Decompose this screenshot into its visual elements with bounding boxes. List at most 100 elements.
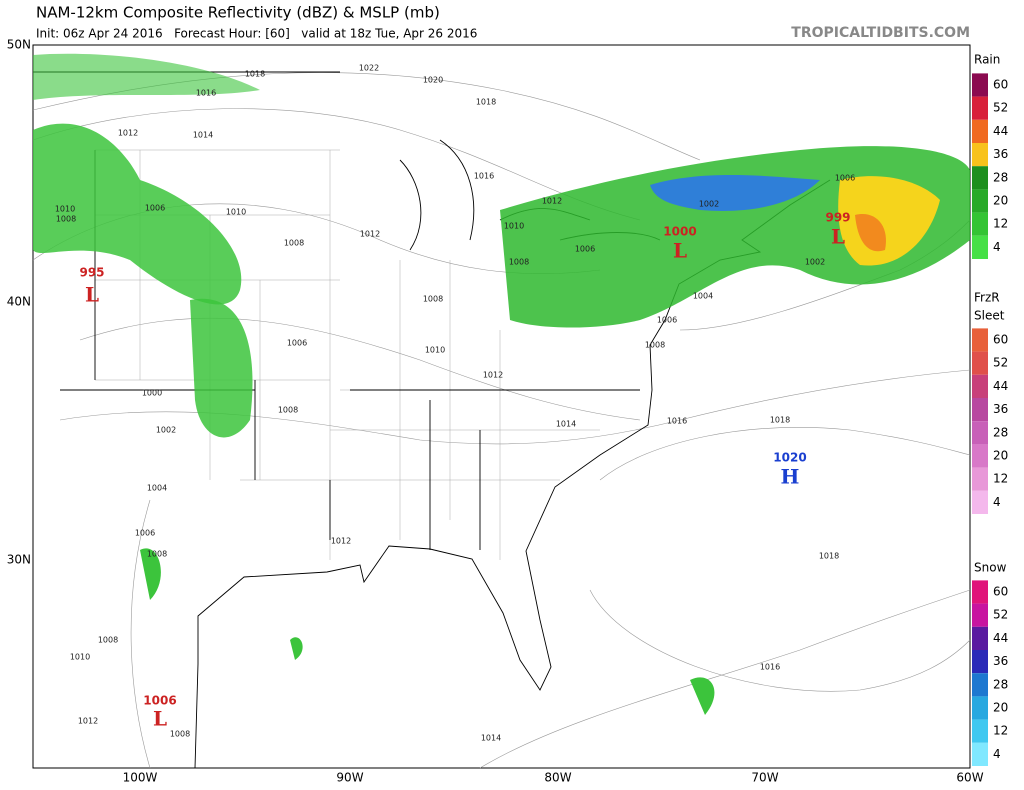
isobar-label: 1002: [699, 200, 719, 209]
isobar-label: 1012: [78, 717, 98, 726]
site: TROPICALTIDBITS.COM: [791, 25, 970, 41]
isobar-label: 1008: [278, 406, 298, 415]
isobar-label: 1022: [359, 64, 379, 73]
legend-tick: 52: [993, 608, 1008, 622]
legend-title: Snow: [974, 561, 1007, 575]
legend-swatch: [972, 96, 988, 120]
legend-tick: 20: [993, 449, 1008, 463]
legend-swatch: [972, 444, 988, 468]
legend-swatch: [972, 398, 988, 422]
legend-swatch: [972, 328, 988, 352]
isobar-label: 1010: [55, 205, 75, 214]
isobar-label: 1016: [474, 172, 494, 181]
legend-tick: 52: [993, 101, 1008, 115]
legend-swatch: [972, 421, 988, 445]
legend-swatch: [972, 166, 988, 190]
legend-tick: 12: [993, 724, 1008, 738]
legend-tick: 60: [993, 585, 1008, 599]
map-area: [32, 44, 971, 769]
legend-tick: 44: [993, 631, 1008, 645]
isobar-label: 1006: [135, 529, 155, 538]
lon-label: 70W: [751, 771, 778, 785]
isobar-label: 1006: [287, 339, 307, 348]
legend-swatch: [972, 351, 988, 375]
legend-tick: 28: [993, 425, 1008, 439]
legend-tick: 44: [993, 379, 1008, 393]
pressure-symbol: L: [831, 225, 845, 249]
legend-swatch: [972, 212, 988, 236]
isobar-label: 1016: [667, 417, 687, 426]
isobar-label: 1006: [575, 245, 595, 254]
isobar-label: 1008: [147, 550, 167, 559]
legend-tick: 36: [993, 147, 1008, 161]
legend-tick: 12: [993, 217, 1008, 231]
legend-tick: 60: [993, 78, 1008, 92]
legend-title: FrzR: [974, 291, 1000, 305]
pressure-value: 995: [79, 266, 104, 280]
legend-swatch: [972, 189, 988, 213]
isobar-label: 1016: [196, 89, 216, 98]
legend-swatch: [972, 467, 988, 491]
legend-tick: 20: [993, 194, 1008, 208]
legend-swatch: [972, 143, 988, 167]
legend-swatch: [972, 119, 988, 143]
lat-label: 50N: [7, 38, 31, 52]
isobar-label: 1010: [425, 346, 445, 355]
isobar-label: 1012: [331, 537, 351, 546]
lon-label: 90W: [336, 771, 363, 785]
isobar-label: 1008: [56, 215, 76, 224]
precip: [33, 53, 970, 715]
legend-tick: 4: [993, 495, 1001, 509]
lat-label: 30N: [7, 553, 31, 567]
legend-tick: 52: [993, 356, 1008, 370]
pressure-symbol: L: [85, 283, 99, 307]
isobar-label: 1012: [118, 129, 138, 138]
isobar-label: 1018: [245, 70, 265, 79]
legend-swatch: [972, 490, 988, 514]
pressure-value: 1020: [773, 451, 806, 465]
isobar-label: 1014: [556, 420, 576, 429]
legend-tick: 60: [993, 333, 1008, 347]
legend-title: Sleet: [974, 309, 1005, 323]
legend-swatch: [972, 673, 988, 697]
isobar-label: 1010: [226, 208, 246, 217]
legend-swatch: [972, 374, 988, 398]
legend-swatch: [972, 742, 988, 766]
pressure-value: 999: [825, 211, 850, 225]
legend-swatch: [972, 626, 988, 650]
legend-tick: 28: [993, 170, 1008, 184]
subtitle: Init: 06z Apr 24 2016 Forecast Hour: [60…: [36, 27, 477, 41]
lat-label: 40N: [7, 295, 31, 309]
legend-tick: 12: [993, 472, 1008, 486]
isobar-label: 1006: [657, 316, 677, 325]
pressure-value: 1006: [143, 694, 176, 708]
lon-label: 80W: [544, 771, 571, 785]
isobar-label: 1014: [193, 131, 213, 140]
isobar-label: 1012: [360, 230, 380, 239]
legend-tick: 36: [993, 402, 1008, 416]
isobar-label: 1014: [481, 734, 501, 743]
isobar-label: 1006: [145, 204, 165, 213]
isobar-label: 1004: [693, 292, 713, 301]
pressure-value: 1000: [663, 225, 696, 239]
isobar-label: 1012: [542, 197, 562, 206]
legend-tick: 4: [993, 240, 1001, 254]
legend-swatch: [972, 719, 988, 743]
title: NAM-12km Composite Reflectivity (dBZ) & …: [36, 4, 440, 22]
lon-label: 100W: [123, 771, 158, 785]
isobar-label: 1002: [156, 426, 176, 435]
isobar-label: 1008: [645, 341, 665, 350]
isobar-label: 1004: [147, 484, 167, 493]
isobar-label: 1002: [805, 258, 825, 267]
legend-swatch: [972, 603, 988, 627]
lon-label: 60W: [956, 771, 983, 785]
legend-tick: 28: [993, 677, 1008, 691]
isobar-label: 1008: [423, 295, 443, 304]
pressure-symbol: H: [781, 465, 800, 489]
legend-swatch: [972, 580, 988, 604]
isobar-label: 1008: [284, 239, 304, 248]
isobar-label: 1016: [760, 663, 780, 672]
legend-swatch: [972, 650, 988, 674]
legend-tick: 36: [993, 654, 1008, 668]
